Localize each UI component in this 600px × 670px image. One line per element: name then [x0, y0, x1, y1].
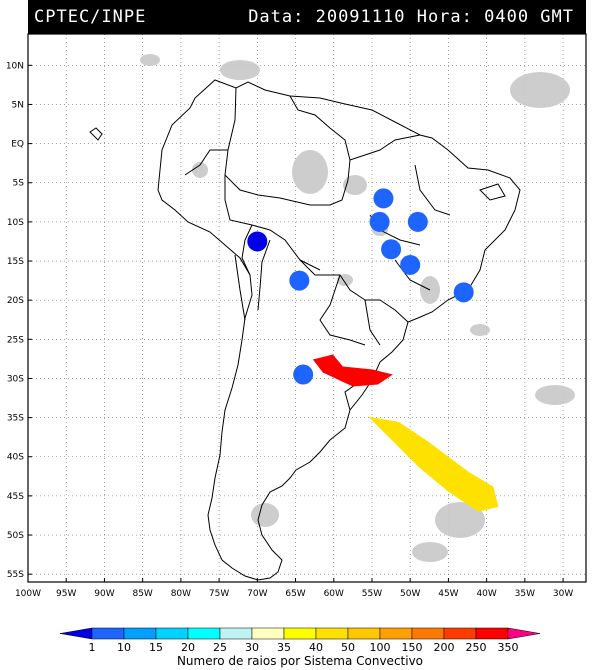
- bolivia-cell: [289, 270, 310, 291]
- lon-label: 70W: [247, 589, 267, 599]
- minas-cell: [453, 282, 474, 303]
- legend-swatch: [283, 627, 317, 640]
- goias-cell: [400, 254, 421, 275]
- lat-label: 35S: [7, 414, 24, 424]
- legend-label: 250: [466, 641, 487, 654]
- para-cell: [369, 211, 390, 232]
- legend-swatch: [347, 627, 381, 640]
- lon-label: 85W: [132, 589, 152, 599]
- legend-label: 100: [370, 641, 391, 654]
- legend-swatch: [475, 627, 509, 640]
- grid-lines: [27, 34, 586, 582]
- latitude-labels: 10N 5N EQ 5S 10S 15S 20S 25S 30S 35S 40S 45S 50S 55S: [6, 61, 32, 580]
- lat-label: 25S: [7, 335, 24, 345]
- lat-label: 5S: [13, 179, 25, 189]
- legend-swatch: [59, 627, 93, 640]
- lon-label: 65W: [285, 589, 305, 599]
- lon-label: 100W: [15, 589, 41, 599]
- uruguay-cluster: [312, 354, 393, 387]
- lon-label: 60W: [324, 589, 344, 599]
- legend-label: 350: [498, 641, 519, 654]
- legend-label: 50: [341, 641, 355, 654]
- legend-label: 15: [149, 641, 163, 654]
- map-frame: [27, 33, 587, 583]
- header-source: CPTEC/INPE: [34, 7, 147, 27]
- legend-label: 1: [89, 641, 96, 654]
- legend-label: 200: [434, 641, 455, 654]
- lat-label: 15S: [7, 257, 24, 267]
- lat-label: 50S: [7, 531, 24, 541]
- legend-label: 20: [181, 641, 195, 654]
- lat-label: 10S: [7, 218, 24, 228]
- lat-label: 20S: [7, 296, 24, 306]
- lat-label: 30S: [7, 374, 24, 384]
- legend-swatch: [187, 627, 221, 640]
- lon-label: 55W: [362, 589, 382, 599]
- lon-label: 45W: [438, 589, 458, 599]
- convective-systems: [247, 188, 499, 512]
- longitude-labels: 100W 95W 90W 85W 80W 75W 70W 65W 60W 55W 50W 45W 40W…: [15, 578, 573, 599]
- lat-label: 10N: [6, 61, 24, 71]
- lon-label: 30W: [553, 589, 573, 599]
- lon-label: 80W: [171, 589, 191, 599]
- legend-title: Numero de raios por Sistema Convectivo: [176, 654, 424, 668]
- map-header: CPTEC/INPE Data: 20091110 Hora: 0400 GMT: [28, 0, 586, 34]
- legend-swatch: [507, 627, 541, 640]
- legend-label: 150: [402, 641, 423, 654]
- legend-swatch: [315, 627, 349, 640]
- mato-grosso-cell: [381, 239, 402, 260]
- legend-label: 40: [309, 641, 323, 654]
- header-date-time: Data: 20091110 Hora: 0400 GMT: [248, 7, 574, 27]
- lat-label: 5N: [12, 100, 24, 110]
- south-atlantic-cluster: [368, 416, 499, 512]
- north-venezuela-cell: [373, 188, 394, 209]
- south-america-outline: [157, 79, 521, 581]
- legend-label: 10: [117, 641, 131, 654]
- legend-label: 25: [213, 641, 227, 654]
- lat-label: 40S: [7, 453, 24, 463]
- lon-label: 75W: [209, 589, 229, 599]
- lat-label: EQ: [11, 140, 24, 150]
- legend-swatch: [123, 627, 157, 640]
- legend-swatch: [219, 627, 253, 640]
- legend-swatch: [91, 627, 125, 640]
- lon-label: 95W: [56, 589, 76, 599]
- peru-cell: [247, 231, 268, 252]
- lat-label: 55S: [7, 570, 24, 580]
- cloud-cover: [140, 54, 575, 562]
- legend-swatch: [379, 627, 413, 640]
- lon-label: 90W: [94, 589, 114, 599]
- legend-label: 30: [245, 641, 259, 654]
- islands: [89, 127, 506, 201]
- legend-colorbar: 1 10 15 20 25 30 35 40 50 100 150 200 250 350: [59, 627, 541, 654]
- tocantins-cell: [407, 211, 428, 232]
- legend-swatch: [155, 627, 189, 640]
- lat-label: 45S: [7, 492, 24, 502]
- legend-swatch: [411, 627, 445, 640]
- legend-label: 35: [277, 641, 291, 654]
- legend-swatch: [443, 627, 477, 640]
- lon-label: 50W: [400, 589, 420, 599]
- argentina-cell: [293, 364, 314, 385]
- lon-label: 40W: [476, 589, 496, 599]
- lon-label: 35W: [515, 589, 535, 599]
- legend-swatch: [251, 627, 285, 640]
